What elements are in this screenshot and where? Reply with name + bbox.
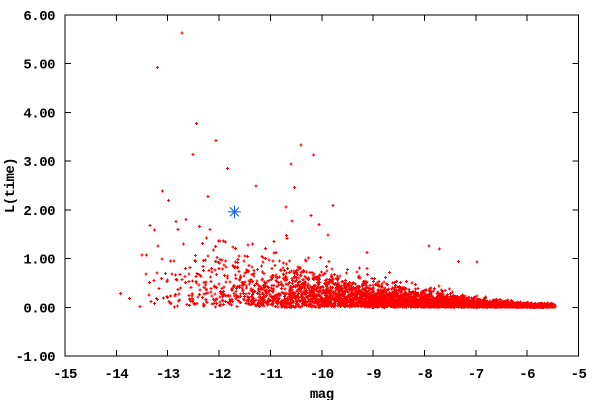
svg-text:mag: mag — [310, 387, 334, 400]
svg-text:0.00: 0.00 — [23, 301, 55, 317]
svg-text:4.00: 4.00 — [23, 106, 55, 122]
svg-text:2.00: 2.00 — [23, 204, 55, 220]
svg-text:-15: -15 — [53, 367, 77, 383]
svg-text:-10: -10 — [310, 367, 334, 383]
svg-text:-12: -12 — [207, 367, 231, 383]
svg-text:5.00: 5.00 — [23, 58, 55, 74]
svg-text:-11: -11 — [259, 367, 283, 383]
svg-text:-8: -8 — [417, 367, 433, 383]
svg-text:-7: -7 — [468, 367, 484, 383]
svg-text:-14: -14 — [104, 367, 128, 383]
svg-text:L(time): L(time) — [3, 158, 19, 213]
svg-text:-13: -13 — [156, 367, 180, 383]
svg-text:-1.00: -1.00 — [15, 350, 55, 366]
svg-text:-5: -5 — [571, 367, 587, 383]
svg-text:3.00: 3.00 — [23, 155, 55, 171]
svg-text:-9: -9 — [365, 367, 381, 383]
svg-text:1.00: 1.00 — [23, 253, 55, 269]
svg-text:6.00: 6.00 — [23, 9, 55, 25]
svg-text:-6: -6 — [519, 367, 535, 383]
